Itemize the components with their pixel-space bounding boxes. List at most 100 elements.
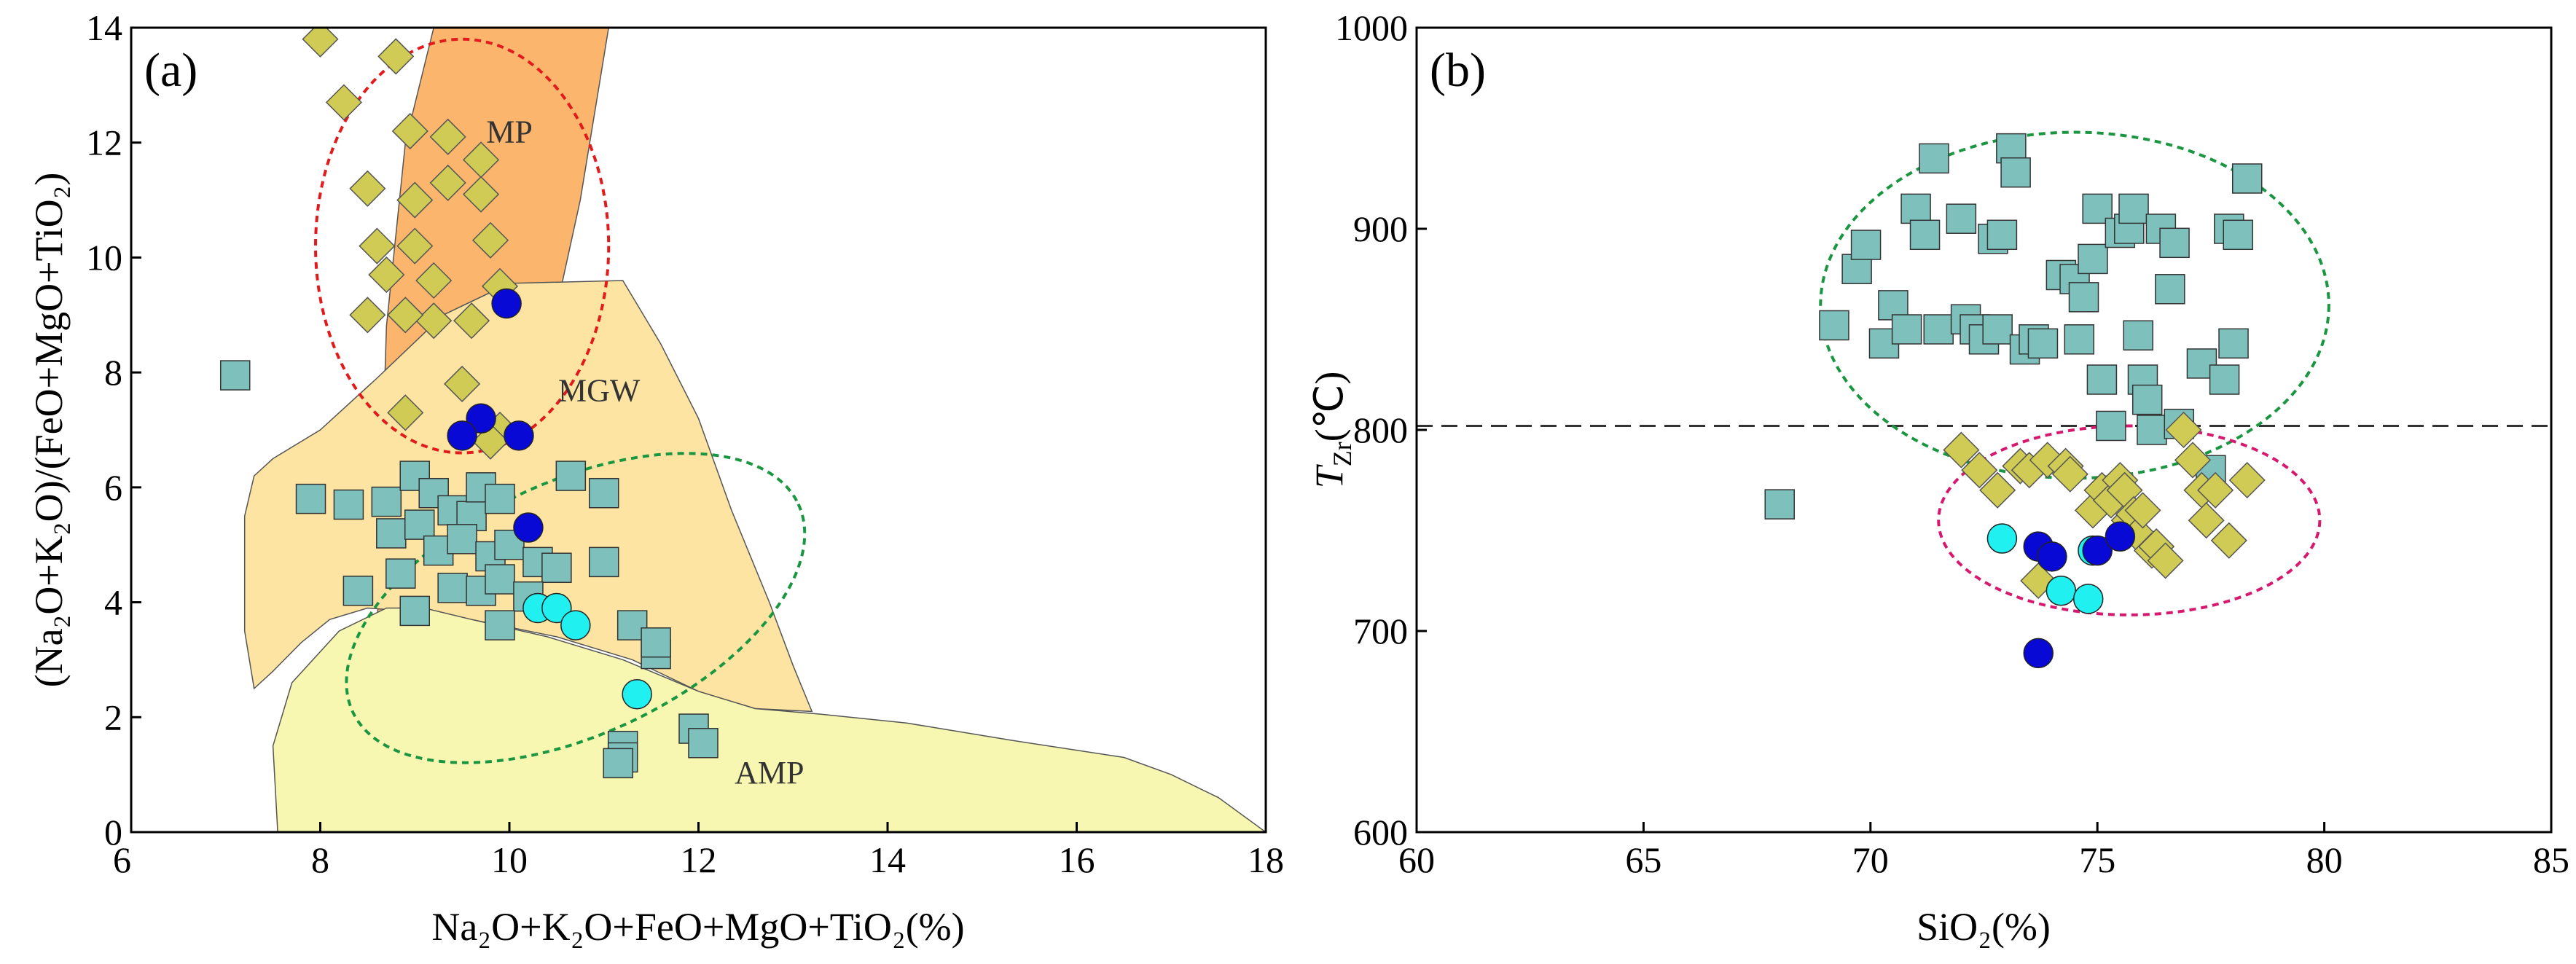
- square-point: [2155, 274, 2185, 305]
- x-tick-label: 65: [1625, 839, 1661, 880]
- circle-point: [2045, 576, 2077, 606]
- square-point: [2118, 193, 2149, 224]
- square-point: [342, 576, 374, 606]
- y-axis-label-a: (Na₂O+K₂O)/(FeO+MgO+TiO₂): [27, 173, 71, 688]
- square-point: [447, 524, 477, 555]
- square-point: [2137, 415, 2167, 445]
- square-point: [2027, 328, 2059, 359]
- y-axis-label-b-unit: (℃): [1307, 372, 1351, 442]
- chart-panel-b: 60 65 70 75 80 85 600 700 800 900 1000 (b) SiO₂(%)…: [1307, 7, 2569, 949]
- diamond-point: [302, 28, 339, 58]
- square-point: [589, 477, 619, 509]
- x-tick-label: 14: [869, 839, 906, 880]
- x-tick-label: 16: [1059, 839, 1095, 880]
- square-point: [219, 360, 251, 391]
- square-point: [1891, 314, 1922, 345]
- y-tick-label: 2: [104, 697, 122, 737]
- circle-point: [491, 288, 522, 319]
- square-point: [589, 546, 619, 578]
- y-tick-label: 6: [104, 467, 122, 508]
- field-amp: [272, 607, 1266, 832]
- x-tick-label: 70: [1852, 839, 1889, 880]
- circle-point: [622, 678, 652, 710]
- y-tick-label: 0: [104, 812, 122, 853]
- diamond-point: [396, 181, 434, 219]
- diamond-point: [2228, 461, 2266, 499]
- x-tick-label: 80: [2306, 839, 2343, 880]
- y-axis-label-b-sub: Zr: [1328, 442, 1357, 466]
- y-tick-label: 14: [86, 7, 122, 48]
- square-point: [541, 552, 572, 584]
- circle-point: [541, 592, 572, 624]
- field-label-amp: AMP: [735, 755, 804, 791]
- diamond-point: [2124, 492, 2161, 529]
- diamond-point: [429, 164, 466, 201]
- square-point: [2218, 328, 2249, 359]
- circle-point: [504, 420, 534, 451]
- square-point: [2068, 282, 2099, 313]
- square-point: [399, 595, 430, 627]
- x-axis-label-a: Na₂O+K₂O+FeO+MgO+TiO₂(%): [431, 905, 964, 949]
- x-tick-label: 10: [491, 839, 528, 880]
- panel-label-a: (a): [144, 44, 197, 97]
- field-labels-a: MP MGW AMP: [486, 114, 804, 791]
- square-point: [376, 518, 407, 549]
- circle-point: [2105, 521, 2136, 552]
- diamond-point: [415, 262, 453, 299]
- x-tick-label: 75: [2079, 839, 2115, 880]
- y-tick-label: 800: [1353, 409, 1408, 450]
- square-point: [2159, 227, 2190, 259]
- y-axis-label-b-main: T: [1307, 463, 1351, 488]
- diamond-point: [349, 170, 386, 207]
- diamond-point: [463, 176, 500, 213]
- diamond-point: [2165, 411, 2202, 449]
- square-point: [2223, 219, 2254, 251]
- square-point: [2131, 384, 2163, 415]
- square-point: [1923, 314, 1954, 345]
- ellipses-a: [314, 37, 807, 764]
- y-tick-label: 900: [1353, 208, 1408, 249]
- square-point: [2000, 157, 2031, 188]
- square-point: [385, 558, 416, 589]
- y-tick-label: 12: [86, 122, 122, 163]
- y-tick-label: 700: [1353, 611, 1408, 651]
- circle-point: [513, 512, 544, 543]
- square-point: [1850, 230, 1882, 260]
- square-point: [1986, 219, 2018, 251]
- diamond-point: [377, 38, 415, 75]
- circle-point: [2023, 638, 2054, 669]
- diamond-point: [396, 227, 434, 264]
- field-mgw: [243, 280, 813, 713]
- field-label-mp: MP: [486, 114, 533, 150]
- square-point: [485, 610, 515, 640]
- diamond-point: [359, 227, 396, 264]
- square-point: [1900, 193, 1931, 224]
- circle-point: [2072, 584, 2104, 614]
- ticks-b: 60 65 70 75 80 85 600 700 800 900 1000: [1335, 7, 2569, 880]
- square-point: [2209, 364, 2240, 395]
- plot-area-b: [1417, 28, 2551, 832]
- diamond-point: [1979, 471, 2016, 509]
- square-point: [1946, 203, 1977, 234]
- circle-point: [466, 403, 496, 434]
- square-point: [1909, 219, 1941, 251]
- square-point: [437, 573, 468, 603]
- square-point: [494, 529, 525, 560]
- group-ellipse-2: [345, 452, 807, 764]
- diamond-point: [387, 297, 424, 334]
- diamond-point: [368, 256, 405, 294]
- y-tick-label: 600: [1353, 812, 1408, 853]
- square-point: [485, 483, 515, 514]
- diamond-point: [429, 118, 466, 155]
- circle-point: [560, 610, 591, 640]
- square-point: [2231, 163, 2263, 194]
- square-point: [485, 564, 515, 595]
- x-tick-label: 18: [1248, 839, 1284, 880]
- chart-panel-a: MP MGW AMP 6 8 10 12 14 16 18 0 2 4 6 8 10 12 14 (a) Na₂…: [27, 7, 1284, 949]
- square-point: [404, 509, 435, 540]
- diamond-point: [391, 112, 428, 150]
- x-tick-label: 8: [311, 839, 329, 880]
- square-point: [2078, 243, 2108, 275]
- diamond-point: [2197, 471, 2234, 509]
- square-point: [603, 748, 633, 779]
